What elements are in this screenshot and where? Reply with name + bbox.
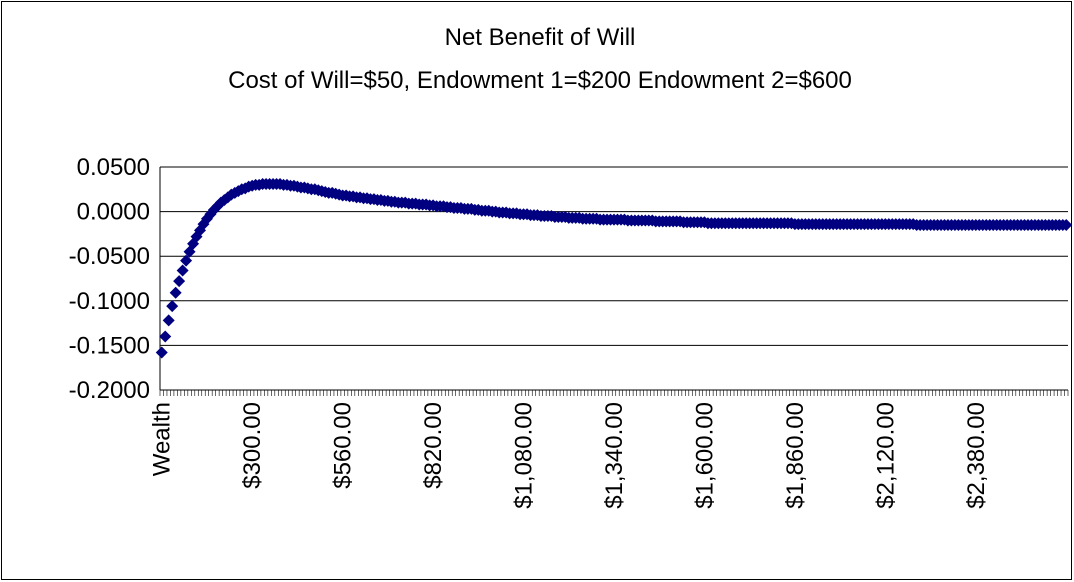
y-tick-label: -0.0500	[69, 243, 150, 270]
marker	[159, 330, 172, 343]
y-tick-label: 0.0000	[77, 199, 150, 226]
x-tick-label: $2,380.00	[963, 402, 990, 509]
marker	[1060, 218, 1073, 231]
x-tick-label: $820.00	[420, 402, 447, 489]
y-tick-label: -0.1500	[69, 332, 150, 359]
y-tick-label: -0.2000	[69, 377, 150, 404]
chart-title: Net Benefit of Will	[445, 24, 636, 51]
x-tick-label: $2,120.00	[872, 402, 899, 509]
x-tick-label: $1,600.00	[691, 402, 718, 509]
marker	[173, 275, 186, 288]
x-tick-label: $300.00	[239, 402, 266, 489]
x-tick-label: $1,860.00	[782, 402, 809, 509]
x-tick-label: $560.00	[330, 402, 357, 489]
marker	[162, 314, 175, 327]
marker	[180, 254, 193, 267]
x-tick-label: Wealth	[149, 402, 176, 476]
y-tick-label: 0.0500	[77, 154, 150, 181]
marker	[176, 264, 189, 277]
x-tick-label: $1,340.00	[601, 402, 628, 509]
marker	[155, 346, 168, 359]
x-tick-label: $1,080.00	[511, 402, 538, 509]
marker	[166, 300, 179, 313]
marker	[169, 286, 182, 299]
chart-subtitle: Cost of Will=$50, Endowment 1=$200 Endow…	[228, 67, 852, 94]
y-tick-label: -0.1000	[69, 288, 150, 315]
